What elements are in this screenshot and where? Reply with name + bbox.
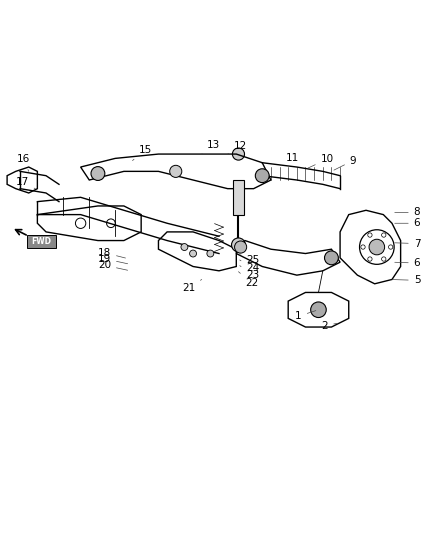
Text: 1: 1 (295, 311, 316, 321)
Text: 5: 5 (392, 276, 420, 285)
Circle shape (181, 244, 188, 251)
Text: 6: 6 (395, 218, 420, 228)
Text: 19: 19 (98, 254, 127, 264)
Circle shape (91, 167, 105, 181)
FancyBboxPatch shape (233, 180, 244, 215)
Circle shape (207, 250, 214, 257)
Text: 21: 21 (182, 279, 202, 293)
Text: 20: 20 (98, 260, 127, 270)
Circle shape (190, 250, 197, 257)
Text: 15: 15 (133, 145, 152, 160)
Circle shape (368, 233, 372, 237)
Text: FWD: FWD (32, 237, 52, 246)
Text: 17: 17 (16, 177, 35, 189)
Text: 25: 25 (240, 254, 259, 265)
Circle shape (381, 257, 386, 261)
Text: 22: 22 (238, 272, 258, 288)
Text: 9: 9 (334, 156, 357, 170)
Circle shape (235, 241, 247, 253)
Circle shape (381, 233, 386, 237)
Circle shape (311, 302, 326, 318)
Text: 18: 18 (98, 248, 126, 258)
Text: 13: 13 (202, 140, 220, 154)
Text: 8: 8 (395, 207, 420, 217)
Circle shape (232, 238, 245, 252)
FancyBboxPatch shape (28, 235, 56, 248)
Text: 7: 7 (395, 239, 420, 248)
Circle shape (361, 245, 365, 249)
Circle shape (389, 245, 393, 249)
Circle shape (233, 148, 244, 160)
Circle shape (325, 251, 338, 265)
Circle shape (369, 239, 385, 255)
Circle shape (368, 257, 372, 261)
Text: 11: 11 (280, 154, 299, 166)
Circle shape (255, 169, 269, 183)
Text: 2: 2 (321, 321, 337, 331)
Text: 16: 16 (17, 154, 30, 172)
Text: 6: 6 (395, 258, 420, 268)
Text: 12: 12 (228, 141, 247, 154)
Circle shape (170, 165, 182, 177)
Text: 24: 24 (240, 260, 259, 273)
Text: 10: 10 (308, 154, 334, 168)
Text: 23: 23 (240, 265, 259, 280)
